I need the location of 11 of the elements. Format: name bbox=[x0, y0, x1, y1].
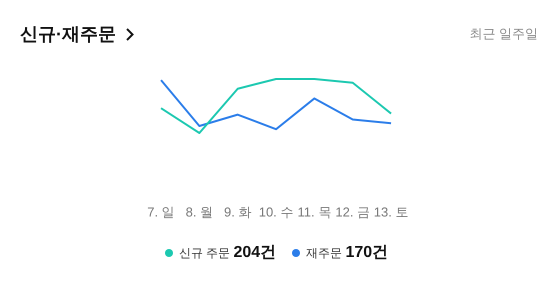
x-tick-label: 12. 금 bbox=[335, 204, 370, 220]
x-tick-label: 11. 목 bbox=[298, 204, 332, 220]
chart-title: 신규·재주문 bbox=[20, 23, 116, 46]
text: 최근 일주일 bbox=[469, 25, 538, 43]
x-tick-label: 10. 수 bbox=[258, 204, 294, 220]
x-tick-label: 13. 토 bbox=[374, 204, 408, 220]
x-tick-label: 7. 일 bbox=[147, 204, 175, 220]
x-tick-label: 8. 월 bbox=[186, 204, 214, 220]
x-tick-label: 9. 화 bbox=[224, 204, 252, 220]
legend-label: 재주문 170건 bbox=[306, 243, 388, 263]
legend-label: 신규 주문 204건 bbox=[178, 243, 276, 263]
